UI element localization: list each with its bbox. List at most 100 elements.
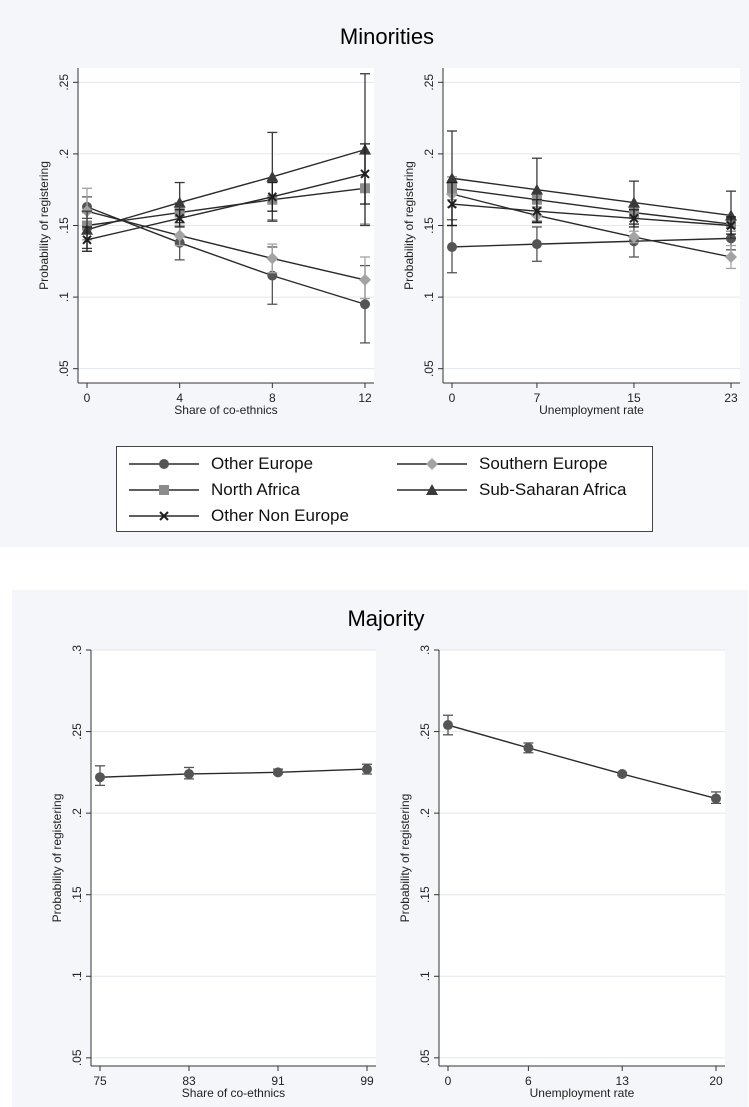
series-line-other-non-europe [451, 203, 732, 227]
x-tick-label: 15 [627, 391, 641, 405]
legend: Other Europe Southern Europe North Afric… [116, 446, 653, 532]
legend-item-other-europe: Other Europe [127, 453, 313, 475]
legend-key-marker [426, 458, 438, 470]
y-tick-label: .2 [418, 808, 432, 818]
y-tick-label: .25 [418, 723, 432, 740]
data-point-series [443, 720, 453, 731]
chart-panel-2: .05 .1 .15 .2 .25 0 7 15 23 Unemployment rate Prob… [402, 68, 740, 417]
y-tick-label: .15 [422, 217, 436, 234]
data-point-other-europe [531, 239, 542, 250]
chart-panel-3: .05 .1 .15 .2 .25 .3 75 83 91 99 Share of co-ethni… [50, 645, 376, 1100]
x-axis-title: Unemployment rate [539, 403, 644, 417]
x-tick-label: 83 [182, 1074, 196, 1088]
data-point-series [711, 793, 721, 804]
x-tick-label: 20 [709, 1074, 723, 1088]
x-axis-title: Unemployment rate [530, 1086, 635, 1100]
y-tick-label: .15 [70, 886, 84, 903]
legend-item-sub-saharan-africa: Sub-Saharan Africa [395, 479, 626, 501]
y-axis-title: Probability of registering [37, 161, 51, 290]
x-axis-title: Share of co-ethnics [182, 1086, 285, 1100]
x-tick-label: 75 [93, 1074, 107, 1088]
y-tick-label: .25 [57, 74, 71, 91]
y-tick-label: .3 [418, 645, 432, 655]
chart-panel-4: .05 .1 .15 .2 .25 .3 0 6 13 20 Unemployment rate Pr… [398, 645, 725, 1100]
series-line-other-europe [86, 206, 366, 305]
data-point-sub-saharan-africa [446, 172, 458, 184]
series-line-southern-europe [451, 193, 732, 258]
y-tick-label: .2 [57, 149, 71, 159]
y-tick-label: .1 [418, 971, 432, 981]
x-tick-label: 0 [84, 391, 91, 405]
data-point-other-non-europe [532, 206, 542, 216]
x-tick-label: 4 [176, 391, 183, 405]
plot-area [439, 650, 725, 1066]
x-tick-label: 7 [534, 391, 541, 405]
plot-area [91, 650, 376, 1066]
legend-key-marker [159, 511, 169, 521]
series-other-non-europe [447, 181, 736, 235]
y-tick-label: .2 [70, 808, 84, 818]
series-line-series [447, 724, 717, 800]
legend-key-square-icon [129, 485, 199, 495]
legend-label: Sub-Saharan Africa [479, 480, 627, 499]
y-axis-title: Probability of registering [402, 161, 416, 290]
data-point-series [273, 767, 283, 778]
series-line-sub-saharan-africa [451, 177, 732, 217]
legend-label: Southern Europe [479, 454, 608, 473]
chart-panels: .05 .1 .15 .2 .25 0 4 8 12 Share of co-ethnics Pro… [37, 68, 740, 1100]
data-point-other-non-europe [629, 213, 639, 224]
data-point-series [184, 768, 194, 779]
data-point-other-non-europe [82, 235, 92, 245]
series-other-non-europe [82, 143, 370, 252]
data-point-sub-saharan-africa [173, 196, 186, 208]
y-tick-label: .2 [422, 149, 436, 159]
minorities-title: Minorities [340, 24, 434, 49]
data-point-other-non-europe [447, 199, 457, 209]
data-point-series [617, 768, 628, 779]
series-series [443, 714, 721, 804]
x-tick-label: 23 [724, 391, 738, 405]
y-tick-label: .05 [418, 1049, 432, 1066]
legend-label: North Africa [211, 480, 300, 499]
y-tick-label: .3 [70, 645, 84, 655]
data-point-series [362, 764, 372, 775]
data-point-sub-saharan-africa [530, 183, 543, 195]
x-tick-label: 13 [616, 1074, 630, 1088]
data-point-sub-saharan-africa [725, 209, 737, 221]
y-axis-title: Probability of registering [398, 794, 412, 923]
series-line-north-africa [86, 187, 366, 227]
series-line-north-africa [451, 187, 732, 225]
data-point-series [95, 772, 105, 783]
legend-key-diamond-icon [397, 458, 467, 470]
y-tick-label: .15 [57, 217, 71, 234]
series-line-series [99, 768, 368, 778]
y-tick-label: .1 [422, 292, 436, 302]
data-point-southern-europe [627, 230, 640, 243]
data-point-other-europe [447, 241, 457, 252]
y-tick-label: .05 [422, 360, 436, 377]
legend-key-triangle-icon [397, 484, 467, 495]
x-tick-label: 99 [360, 1074, 374, 1088]
x-tick-label: 8 [269, 391, 276, 405]
legend-label: Other Europe [211, 454, 314, 473]
y-tick-label: .15 [418, 886, 432, 903]
legend-key-marker [426, 484, 438, 495]
legend-key-marker [159, 459, 169, 469]
data-point-sub-saharan-africa [266, 170, 279, 182]
legend-item-north-africa: North Africa [127, 479, 300, 501]
x-tick-label: 12 [358, 391, 372, 405]
series-line-other-europe [451, 237, 732, 248]
y-tick-label: .1 [57, 292, 71, 302]
x-tick-label: 91 [271, 1074, 285, 1088]
y-tick-label: .1 [70, 971, 84, 981]
data-point-other-non-europe [726, 220, 736, 231]
data-point-other-non-europe [267, 192, 278, 202]
legend-key-marker [159, 485, 169, 495]
data-point-other-europe [360, 299, 370, 310]
x-tick-label: 0 [445, 1074, 452, 1088]
series-line-other-non-europe [86, 173, 366, 241]
legend-item-southern-europe: Southern Europe [395, 453, 608, 475]
data-point-other-non-europe [174, 213, 185, 224]
y-tick-label: .05 [70, 1049, 84, 1066]
